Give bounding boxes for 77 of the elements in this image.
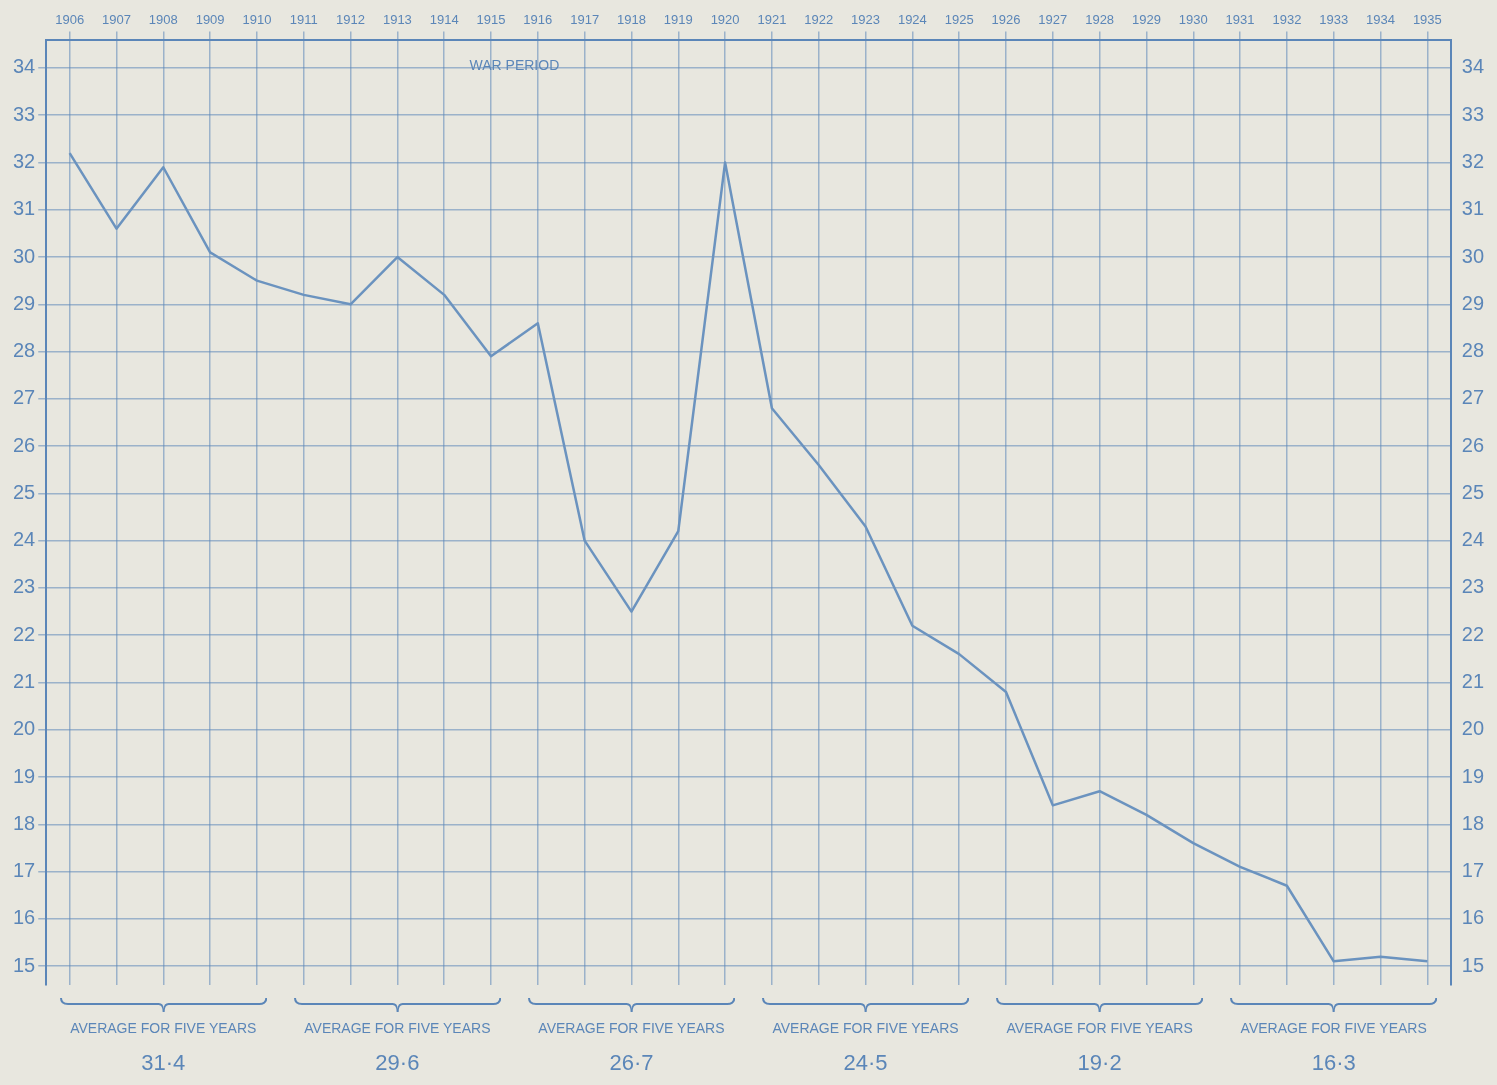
x-tick-label: 1909 xyxy=(195,12,225,28)
x-tick-label: 1924 xyxy=(897,12,927,28)
x-tick-label: 1910 xyxy=(242,12,272,28)
y2-tick-label: 25 xyxy=(1461,480,1484,503)
y-tick-label: 22 xyxy=(13,622,36,645)
y-tick-label: 16 xyxy=(13,906,36,929)
y2-tick-label: 29 xyxy=(1461,291,1484,314)
x-tick-label: 1916 xyxy=(523,12,553,28)
y-tick-label: 33 xyxy=(13,102,36,125)
y2-tick-label: 31 xyxy=(1461,197,1484,220)
y2-tick-label: 22 xyxy=(1461,622,1484,645)
x-tick-label: 1934 xyxy=(1366,12,1395,28)
x-tick-label: 1908 xyxy=(148,12,178,28)
text: AVERAGE FOR FIVE YEARS 16·3 xyxy=(1239,1019,1428,1077)
y-tick-label: 27 xyxy=(13,386,36,409)
x-tick-label: 1935 xyxy=(1412,12,1442,28)
x-tick-label: 1920 xyxy=(710,12,740,28)
y2-tick-label: 34 xyxy=(1461,55,1484,78)
x-tick-label: 1927 xyxy=(1038,12,1068,28)
y2-tick-label: 28 xyxy=(1461,339,1484,362)
x-tick-label: 1918 xyxy=(617,12,646,28)
y2-tick-label: 21 xyxy=(1461,669,1484,692)
y2-tick-label: 32 xyxy=(1461,150,1484,173)
x-tick-label: 1925 xyxy=(944,12,974,28)
x-tick-label: 1930 xyxy=(1178,12,1208,28)
y2-tick-label: 24 xyxy=(1461,528,1484,551)
y-tick-label: 15 xyxy=(13,953,36,976)
y2-tick-label: 17 xyxy=(1461,859,1484,882)
y-tick-label: 29 xyxy=(13,291,36,314)
y-tick-label: 34 xyxy=(13,55,36,78)
y2-tick-label: 15 xyxy=(1461,953,1484,976)
x-tick-label: 1922 xyxy=(804,12,834,28)
x-tick-label: 1929 xyxy=(1131,12,1161,28)
x-tick-label: 1912 xyxy=(336,12,366,28)
y-tick-label: 25 xyxy=(13,480,36,503)
y-tick-label: 20 xyxy=(13,717,36,740)
x-tick-label: 1911 xyxy=(289,12,318,28)
y2-tick-label: 33 xyxy=(1461,102,1484,125)
y-tick-label: 17 xyxy=(13,859,36,882)
x-tick-label: 1919 xyxy=(663,12,693,28)
y2-tick-label: 18 xyxy=(1461,811,1484,834)
x-tick-label: 1926 xyxy=(991,12,1021,28)
y-tick-label: 30 xyxy=(13,244,36,267)
x-tick-label: 1914 xyxy=(429,12,459,28)
x-tick-label: 1928 xyxy=(1085,12,1115,28)
x-tick-label: 1906 xyxy=(55,12,85,28)
y2-tick-label: 16 xyxy=(1461,906,1484,929)
y2-tick-label: 26 xyxy=(1461,433,1484,456)
y-tick-label: 32 xyxy=(13,150,36,173)
y-tick-label: 21 xyxy=(13,669,36,692)
x-tick-label: 1933 xyxy=(1319,12,1349,28)
x-tick-label: 1923 xyxy=(851,12,880,28)
x-tick-label: 1921 xyxy=(757,12,787,28)
text: AVERAGE FOR FIVE YEARS 26·7 xyxy=(537,1019,726,1077)
y-tick-label: 24 xyxy=(13,528,36,551)
x-tick-label: 1907 xyxy=(102,12,131,28)
y2-tick-label: 23 xyxy=(1461,575,1484,598)
annotation: WAR PERIOD xyxy=(468,55,561,75)
y-tick-label: 18 xyxy=(13,811,36,834)
x-tick-label: 1917 xyxy=(570,12,600,28)
x-tick-label: 1915 xyxy=(476,12,506,28)
y-tick-label: 31 xyxy=(13,197,36,220)
x-tick-label: 1913 xyxy=(382,12,412,28)
y-tick-label: 28 xyxy=(13,339,36,362)
y2-tick-label: 27 xyxy=(1461,386,1484,409)
text: AVERAGE FOR FIVE YEARS 19·2 xyxy=(1005,1019,1194,1077)
y2-tick-label: 30 xyxy=(1461,244,1484,267)
y-tick-label: 23 xyxy=(13,575,36,598)
y2-tick-label: 20 xyxy=(1461,717,1484,740)
y-tick-label: 26 xyxy=(13,433,36,456)
y-tick-label: 19 xyxy=(13,764,36,787)
x-tick-label: 1932 xyxy=(1272,12,1302,28)
text: AVERAGE FOR FIVE YEARS 24·5 xyxy=(771,1019,960,1077)
text: AVERAGE FOR FIVE YEARS 31·4 xyxy=(69,1019,258,1077)
x-tick-label: 1931 xyxy=(1225,12,1255,28)
y2-tick-label: 19 xyxy=(1461,764,1484,787)
text: AVERAGE FOR FIVE YEARS 29·6 xyxy=(303,1019,492,1077)
